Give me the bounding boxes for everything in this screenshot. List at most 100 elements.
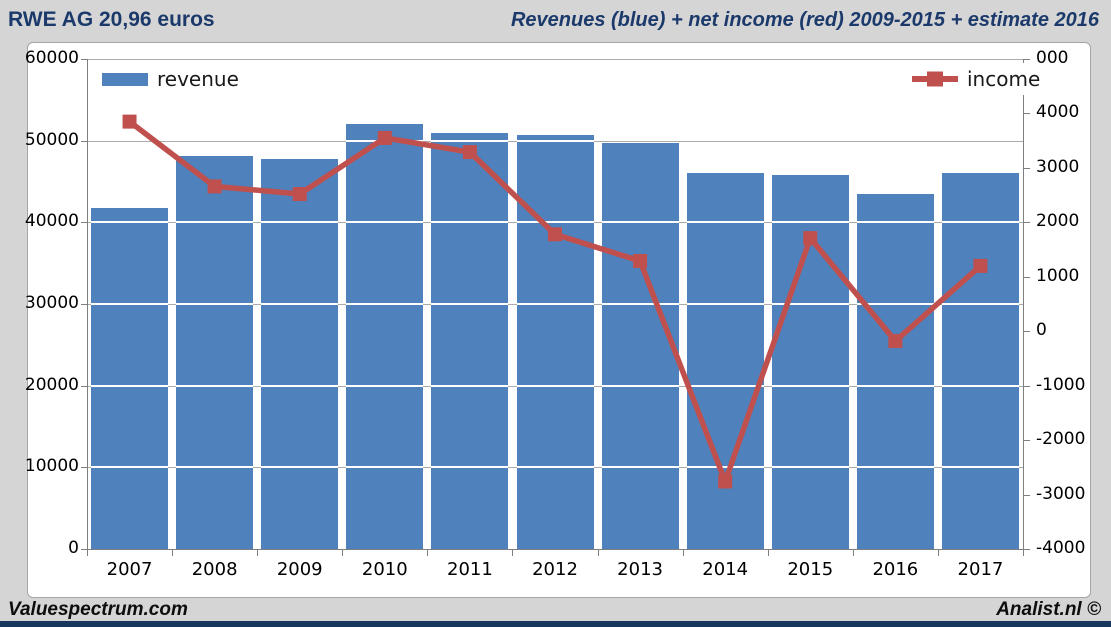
y-axis-label-left: 60000 <box>24 48 79 68</box>
bar-gridline-stripe <box>91 303 169 305</box>
x-axis-label: 2010 <box>361 559 408 580</box>
footer-credit: Analist.nl © <box>996 599 1101 620</box>
bar-gridline-stripe <box>941 466 1019 469</box>
h-gridline <box>87 59 1023 60</box>
bar-gridline-stripe <box>856 466 934 469</box>
y-axis-label-right: -1000 <box>1036 374 1086 395</box>
plot-area: 0 10000 20000 30000 40000 50000 60000 000 4000 30… <box>25 43 1090 597</box>
y-tick-right <box>1024 385 1030 387</box>
legend-income-label: income <box>967 67 1041 91</box>
y-tick-right <box>1024 59 1030 60</box>
income-line <box>127 119 983 490</box>
income-point-2007 <box>122 114 137 129</box>
bar-gridline-stripe <box>856 221 934 224</box>
income-point-2010 <box>377 130 392 145</box>
bar-gridline-stripe <box>941 303 1019 305</box>
y-tick-right <box>1024 222 1030 224</box>
x-tick <box>937 550 939 556</box>
x-tick <box>172 550 174 556</box>
income-line-chart <box>122 114 988 490</box>
y-axis-right <box>1023 59 1024 549</box>
x-axis-label: 2008 <box>191 559 238 580</box>
y-tick-left <box>81 385 87 387</box>
income-point-2017 <box>973 258 988 273</box>
bar-gridline-stripe <box>516 384 594 387</box>
income-point-2013 <box>633 253 648 268</box>
x-axis-label: 2016 <box>872 559 919 580</box>
footer-source: Valuespectrum.com <box>8 599 188 620</box>
chart-area: 0 10000 20000 30000 40000 50000 60000 000 4000 30… <box>25 42 1091 598</box>
y-tick-right <box>1024 549 1030 550</box>
bar-gridline-stripe <box>176 303 254 305</box>
x-tick <box>87 550 88 556</box>
bar-gridline-stripe <box>941 221 1019 224</box>
bar-gridline-stripe <box>261 384 339 387</box>
x-tick <box>512 550 514 556</box>
bar-2016 <box>856 193 934 549</box>
x-axis-label: 2009 <box>276 559 323 580</box>
bar-gridline-stripe <box>346 384 424 387</box>
footer: Valuespectrum.com Analist.nl © <box>8 599 1101 621</box>
y-tick-left <box>81 222 87 224</box>
bar-gridline-stripe <box>771 466 849 469</box>
y-axis-label-right: 4000 <box>1036 102 1080 123</box>
income-point-2008 <box>207 179 222 194</box>
y-axis-label-left: 30000 <box>24 293 79 313</box>
bar-2009 <box>261 158 339 549</box>
bar-gridline-stripe <box>176 384 254 387</box>
y-axis-label-right: -4000 <box>1036 538 1086 558</box>
x-tick <box>1023 550 1024 556</box>
y-tick-left <box>81 549 87 550</box>
income-point-2012 <box>548 227 562 242</box>
y-axis-label-right: -3000 <box>1036 483 1086 504</box>
income-point-2015 <box>803 231 818 246</box>
bar-gridline-stripe <box>941 384 1019 387</box>
x-tick <box>427 550 429 556</box>
bar-gridline-stripe <box>601 466 679 469</box>
bottom-strip <box>0 621 1111 627</box>
y-axis-label-left: 0 <box>68 538 79 558</box>
y-axis-label-left: 20000 <box>24 374 79 395</box>
y-tick-left <box>81 467 87 469</box>
bar-gridline-stripe <box>686 384 764 387</box>
y-axis-label-left: 40000 <box>24 211 79 232</box>
x-axis-label: 2017 <box>957 559 1004 580</box>
bar-gridline-stripe <box>431 466 509 469</box>
bar-gridline-stripe <box>176 221 254 224</box>
bar-gridline-stripe <box>91 466 169 469</box>
y-tick-right <box>1024 276 1030 278</box>
y-axis-label-right: 2000 <box>1036 211 1080 232</box>
bar-gridline-stripe <box>431 139 509 142</box>
bar-gridline-stripe <box>431 384 509 387</box>
income-marker-icon <box>927 71 943 87</box>
y-axis-label-right: 000 <box>1036 48 1069 68</box>
y-tick-left <box>81 59 87 60</box>
bar-gridline-stripe <box>261 221 339 224</box>
y-axis-label-left: 10000 <box>24 456 79 477</box>
legend-revenue-label: revenue <box>157 67 239 91</box>
bar-gridline-stripe <box>346 466 424 469</box>
x-axis-label: 2014 <box>702 559 749 580</box>
bar-gridline-stripe <box>516 303 594 305</box>
x-axis <box>87 549 1024 550</box>
bar-gridline-stripe <box>601 384 679 387</box>
x-tick <box>257 550 259 556</box>
bar-gridline-stripe <box>431 221 509 224</box>
x-tick <box>682 550 684 556</box>
x-tick <box>597 550 599 556</box>
bar-2011 <box>431 133 509 549</box>
legend-revenue: revenue <box>94 63 247 95</box>
y-tick-left <box>81 140 87 142</box>
x-tick <box>342 550 344 556</box>
bar-gridline-stripe <box>686 466 764 469</box>
y-tick-left <box>81 304 87 305</box>
y-axis-label-right: -2000 <box>1036 429 1086 450</box>
bar-gridline-stripe <box>346 303 424 305</box>
bar-gridline-stripe <box>516 139 594 142</box>
bar-gridline-stripe <box>91 384 169 387</box>
y-axis-label-left: 50000 <box>24 129 79 150</box>
bar-gridline-stripe <box>346 221 424 224</box>
bar-gridline-stripe <box>431 303 509 305</box>
bar-gridline-stripe <box>261 466 339 469</box>
bar-gridline-stripe <box>771 303 849 305</box>
